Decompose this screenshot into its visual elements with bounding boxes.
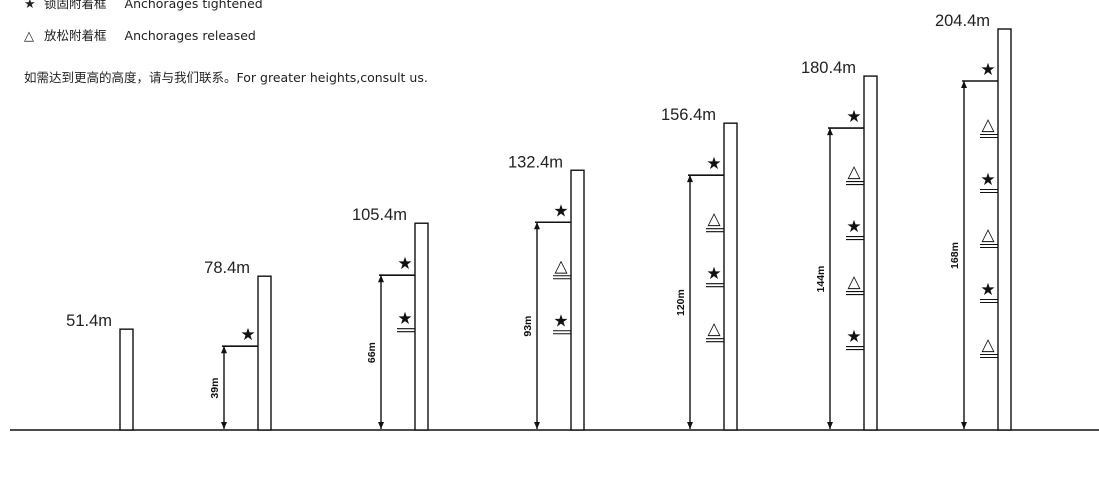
anchor-tightened-icon-6-1: ★ <box>846 107 861 126</box>
anchor-tightened-icon-7-5: ★ <box>980 280 995 299</box>
triangle-icon: △ <box>24 29 34 44</box>
anchor-tightened-icon-6-3: ★ <box>846 217 861 236</box>
legend-released-cn: 放松附着框 <box>44 28 107 43</box>
tower-mast-6 <box>863 75 878 431</box>
dimension-arrow-bottom-3 <box>378 422 384 429</box>
tower-mast-7 <box>997 28 1012 431</box>
dimension-label-4: 93m <box>522 316 534 337</box>
tower-height-label-3: 105.4m <box>352 206 407 224</box>
anchor-tightened-icon-5-1: ★ <box>706 154 721 173</box>
anchor-tightened-icon-4-1: ★ <box>553 201 568 220</box>
dimension-arrow-top-5 <box>687 175 693 183</box>
dimension-label-3: 66m <box>366 342 378 363</box>
dimension-label-7: 168m <box>949 242 961 269</box>
tower-height-label-1: 51.4m <box>66 312 112 330</box>
anchor-released-icon-6-4: △ <box>847 272 861 291</box>
star-icon: ★ <box>24 0 36 12</box>
dimension-arrow-bottom-5 <box>687 422 693 429</box>
legend-released: △ 放松附着框 Anchorages released <box>24 25 256 44</box>
dimension-arrow-top-2 <box>221 346 227 354</box>
legend-note-cn: 如需达到更高的高度，请与我们联系。 <box>24 70 237 85</box>
anchor-released-icon-7-6: △ <box>981 335 995 354</box>
anchor-released-icon-4-2: △ <box>554 256 568 275</box>
anchor-released-icon-5-2: △ <box>707 209 721 228</box>
legend-tightened-cn: 锁固附着框 <box>44 0 107 11</box>
anchor-tightened-icon-2-1: ★ <box>240 325 255 344</box>
dimension-arrow-bottom-7 <box>961 422 967 429</box>
anchor-tightened-icon-7-1: ★ <box>980 60 995 79</box>
anchor-released-icon-7-4: △ <box>981 225 995 244</box>
tower-height-label-4: 132.4m <box>508 153 563 171</box>
tower-mast-1 <box>119 328 134 431</box>
anchor-tightened-icon-3-1: ★ <box>397 254 412 273</box>
tower-height-label-2: 78.4m <box>204 259 250 277</box>
legend-released-en: Anchorages released <box>124 28 256 43</box>
tower-mast-3 <box>414 222 429 431</box>
dimension-arrow-top-7 <box>961 81 967 88</box>
dimension-arrow-bottom-4 <box>534 422 540 429</box>
anchor-tightened-icon-5-3: ★ <box>706 264 721 283</box>
anchor-released-icon-6-2: △ <box>847 162 861 181</box>
tower-mast-4 <box>570 169 585 431</box>
dimension-label-6: 144m <box>815 266 827 293</box>
tower-height-label-7: 204.4m <box>935 12 990 30</box>
anchor-released-icon-5-4: △ <box>707 319 721 338</box>
legend-note-en: For greater heights,consult us. <box>236 70 428 85</box>
anchor-tightened-icon-7-3: ★ <box>980 170 995 189</box>
legend-tightened-en: Anchorages tightened <box>124 0 263 11</box>
anchor-tightened-icon-6-5: ★ <box>846 327 861 346</box>
dimension-arrow-top-3 <box>378 275 384 283</box>
tower-mast-5 <box>723 122 738 431</box>
dimension-label-5: 120m <box>675 289 687 316</box>
legend-note: 如需达到更高的高度，请与我们联系。For greater heights,con… <box>24 67 428 86</box>
legend-tightened: ★ 锁固附着框 Anchorages tightened <box>24 0 263 12</box>
tower-mast-2 <box>257 275 272 431</box>
anchor-released-icon-7-2: △ <box>981 115 995 134</box>
dimension-arrow-bottom-6 <box>827 422 833 429</box>
anchor-tightened-icon-4-3: ★ <box>553 311 568 330</box>
dimension-arrow-top-4 <box>534 222 540 230</box>
dimension-arrow-bottom-2 <box>221 422 227 429</box>
anchor-tightened-icon-3-2: ★ <box>397 309 412 328</box>
dimension-label-2: 39m <box>209 378 221 399</box>
dimension-arrow-top-6 <box>827 128 833 136</box>
tower-height-label-6: 180.4m <box>801 59 856 77</box>
tower-height-label-5: 156.4m <box>661 106 716 124</box>
